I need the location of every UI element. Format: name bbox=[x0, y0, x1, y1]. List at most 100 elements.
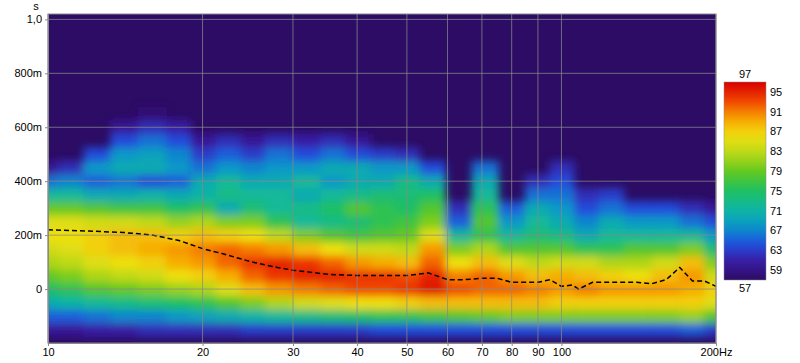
x-axis: 102030405060708090100200Hz bbox=[42, 343, 732, 358]
x-tick-label: 50 bbox=[401, 346, 413, 358]
heatmap-cell bbox=[191, 296, 216, 310]
heatmap-cell bbox=[320, 201, 345, 215]
heatmap-cell bbox=[320, 242, 345, 256]
heatmap-cell bbox=[292, 201, 321, 215]
grid bbox=[48, 14, 716, 343]
heatmap-cell bbox=[265, 215, 293, 229]
heatmap-cell bbox=[370, 255, 395, 269]
y-axis: 0200m400m600m800m1,0 bbox=[14, 13, 48, 343]
heatmap-cell bbox=[59, 309, 84, 323]
grid-line-x bbox=[202, 14, 203, 343]
heatmap-cell bbox=[395, 296, 420, 310]
heatmap-cell bbox=[704, 323, 716, 337]
y-tick: 200m bbox=[14, 229, 48, 241]
heatmap-cell bbox=[138, 215, 167, 229]
heatmap-cell bbox=[166, 296, 191, 310]
heatmap-cell bbox=[624, 201, 652, 215]
heatmap-cell bbox=[48, 161, 59, 175]
y-tick-label: 0 bbox=[36, 283, 42, 295]
heatmap-cell bbox=[110, 242, 138, 256]
heatmap-cell bbox=[420, 309, 446, 323]
heatmap-cell bbox=[420, 242, 446, 256]
heatmap-cell bbox=[370, 201, 395, 215]
heatmap-cell bbox=[445, 269, 472, 283]
heatmap-cell bbox=[550, 215, 575, 229]
heatmap-cell bbox=[48, 296, 59, 310]
heatmap-cell bbox=[550, 323, 575, 337]
heatmap-cell bbox=[216, 296, 241, 310]
y-tick-label: 400m bbox=[14, 175, 42, 187]
heatmap-cell bbox=[265, 296, 293, 310]
colorbar-tick-label: 97 bbox=[739, 68, 751, 80]
grid-line-x bbox=[481, 14, 482, 343]
heatmap-cell bbox=[241, 201, 266, 215]
heatmap-cell bbox=[166, 269, 191, 283]
grid-line-x bbox=[292, 14, 293, 343]
heatmap-cell bbox=[191, 188, 216, 202]
heatmap-cell bbox=[599, 269, 624, 283]
heatmap-cell bbox=[550, 269, 575, 283]
x-tick: 90 bbox=[532, 343, 544, 358]
heatmap-cell bbox=[216, 269, 241, 283]
heatmap-cell bbox=[345, 188, 370, 202]
heatmap-cell bbox=[599, 296, 624, 310]
y-tick: 0 bbox=[36, 283, 48, 295]
grid-line-y bbox=[48, 127, 716, 128]
y-tick: 800m bbox=[14, 67, 48, 79]
heatmap-cell bbox=[138, 269, 167, 283]
heatmap-cell bbox=[84, 296, 111, 310]
heatmap-cell bbox=[345, 147, 370, 161]
heatmap-cell bbox=[59, 188, 84, 202]
grid-line-y bbox=[48, 235, 716, 236]
heatmap-cell bbox=[420, 201, 446, 215]
x-tick-label: 90 bbox=[532, 346, 544, 358]
heatmap-cell bbox=[320, 147, 345, 161]
heatmap-cell bbox=[191, 255, 216, 269]
heatmap-cell bbox=[84, 215, 111, 229]
heatmap-cell bbox=[704, 309, 716, 323]
heatmap-cell bbox=[292, 242, 321, 256]
plot-background bbox=[48, 14, 716, 343]
heatmap-cell bbox=[395, 215, 420, 229]
heatmap-cell bbox=[472, 309, 499, 323]
heatmap-cell bbox=[166, 309, 191, 323]
y-axis-line bbox=[48, 15, 49, 344]
heatmap-cell bbox=[191, 134, 216, 148]
x-tick: 40 bbox=[351, 343, 363, 358]
heatmap-cell bbox=[84, 242, 111, 256]
heatmap-cell bbox=[166, 323, 191, 337]
heatmap-cell bbox=[216, 161, 241, 175]
heatmap-cell bbox=[241, 215, 266, 229]
grid-line-x bbox=[537, 14, 538, 343]
colorbar-tick-label: 67 bbox=[770, 224, 782, 236]
heatmap-cell bbox=[241, 309, 266, 323]
heatmap-cell bbox=[345, 242, 370, 256]
heatmap-cell bbox=[679, 309, 704, 323]
heatmap-cell bbox=[265, 269, 293, 283]
heatmap-cell bbox=[445, 215, 472, 229]
x-tick-label: 20 bbox=[197, 346, 209, 358]
heatmap-cell bbox=[216, 188, 241, 202]
heatmap-cell bbox=[265, 161, 293, 175]
y-tick: 400m bbox=[14, 175, 48, 187]
heatmap-cell bbox=[59, 255, 84, 269]
heatmap-cell bbox=[265, 188, 293, 202]
grid-line-y bbox=[48, 181, 716, 182]
heatmap-cell bbox=[651, 323, 680, 337]
heatmap-cell bbox=[472, 255, 499, 269]
heatmap-cell bbox=[320, 134, 345, 148]
heatmap-cell bbox=[48, 309, 59, 323]
heatmap-cell bbox=[265, 309, 293, 323]
heatmap-cell bbox=[84, 147, 111, 161]
chart-container: 102030405060708090100200Hz0200m400m600m8… bbox=[0, 0, 800, 363]
heatmap-cell bbox=[624, 296, 652, 310]
heatmap-cell bbox=[84, 269, 111, 283]
heatmap-cell bbox=[624, 269, 652, 283]
heatmap-cell bbox=[472, 269, 499, 283]
heatmap-cell bbox=[138, 161, 167, 175]
heatmap-cell bbox=[59, 215, 84, 229]
heatmap-cell bbox=[370, 147, 395, 161]
heatmap-cell bbox=[472, 188, 499, 202]
heatmap-cell bbox=[265, 134, 293, 148]
heatmap-cell bbox=[651, 215, 680, 229]
